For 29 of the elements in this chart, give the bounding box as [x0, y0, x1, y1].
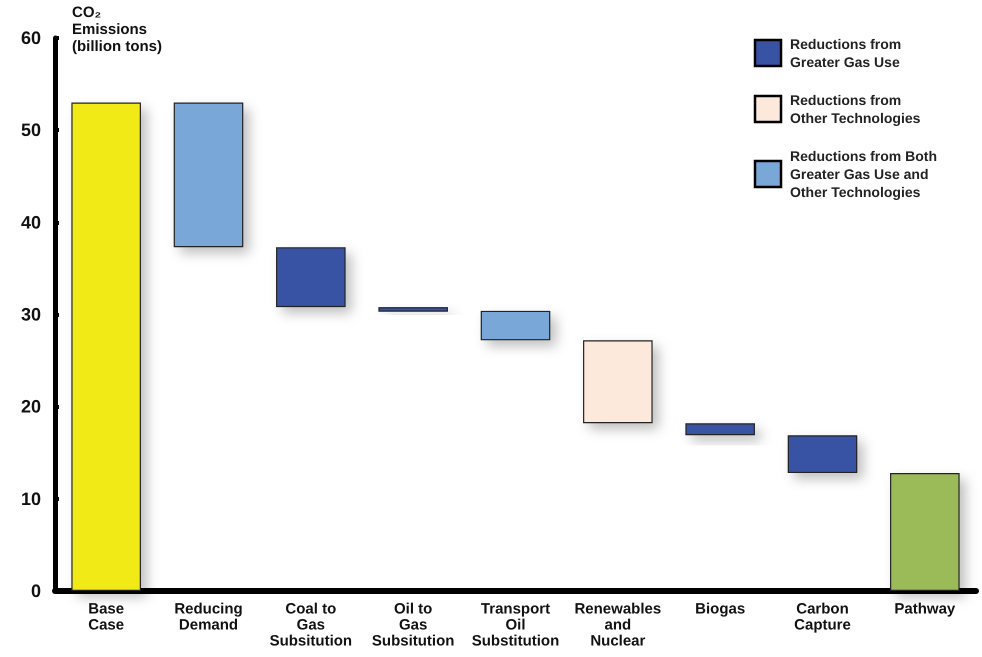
bar — [685, 423, 755, 436]
x-tick-label: Coal to Gas Subsitution — [270, 600, 352, 650]
x-tick-label: Base Case — [88, 600, 124, 634]
x-tick-label: Transport Oil Substitution — [472, 600, 560, 650]
x-tick-label: Carbon Capture — [794, 600, 851, 634]
y-axis-title: CO₂ Emissions (billion tons) — [72, 4, 162, 55]
x-tick-label: Reducing Demand — [174, 600, 243, 634]
legend-label: Reductions from Both Greater Gas Use and Other Technologies — [790, 148, 938, 200]
x-tick-label: Oil to Gas Subsitution — [372, 600, 454, 650]
x-tick-label: Pathway — [894, 600, 956, 618]
bar — [174, 102, 244, 248]
bar — [788, 435, 858, 474]
bar — [378, 307, 448, 312]
y-tick-label: 50 — [20, 120, 41, 140]
legend-label: Reductions from Greater Gas Use — [790, 36, 902, 70]
bar — [583, 340, 653, 424]
y-tick-label: 40 — [20, 212, 41, 232]
y-tick-label: 0 — [30, 581, 41, 601]
y-tick-label: 60 — [20, 28, 41, 48]
x-tick-label: Biogas — [695, 600, 746, 618]
y-tick-label: 30 — [20, 304, 41, 324]
legend-label: Reductions from Other Technologies — [790, 92, 921, 126]
bar — [890, 473, 960, 591]
x-tick-label: Renewables and Nuclear — [574, 600, 662, 650]
bar — [71, 102, 141, 591]
y-tick-label: 20 — [20, 396, 41, 417]
bar — [480, 310, 550, 340]
y-tick-label: 10 — [20, 488, 41, 509]
bar — [276, 247, 346, 308]
